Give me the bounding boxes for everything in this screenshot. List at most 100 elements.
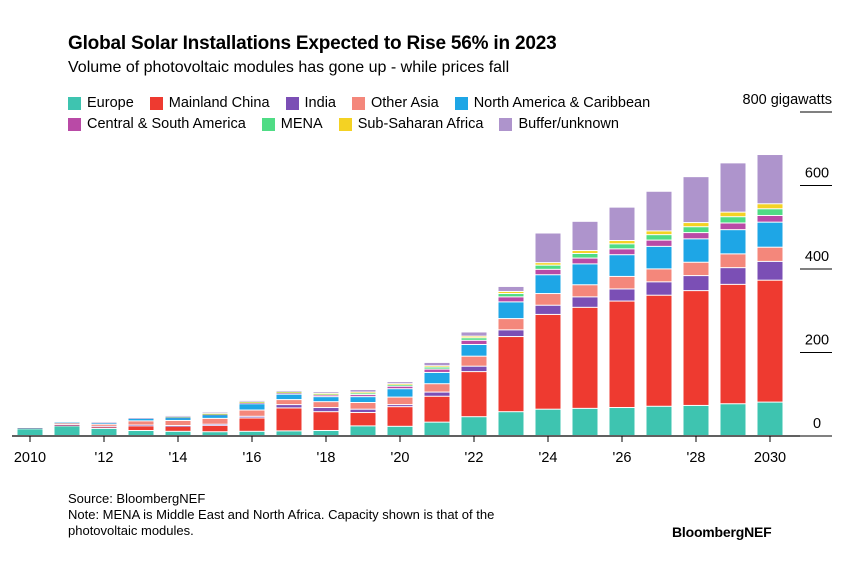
legend-item: MENA xyxy=(261,114,323,135)
bar-segment xyxy=(461,366,487,372)
bar-segment xyxy=(424,422,450,435)
legend-label: Mainland China xyxy=(168,95,270,111)
bar-segment xyxy=(239,404,265,410)
bar-segment xyxy=(720,217,746,223)
bar-segment xyxy=(609,301,635,408)
bar-segment xyxy=(239,402,265,403)
bar-segment xyxy=(498,294,524,297)
bar-segment xyxy=(387,397,413,405)
bar-segment xyxy=(757,209,783,215)
x-tick-label: '28 xyxy=(687,450,706,466)
bar-segment xyxy=(535,233,561,263)
bar-segment xyxy=(91,424,117,426)
bar-segment xyxy=(17,428,43,429)
bar-segment xyxy=(202,414,228,415)
bar-segment xyxy=(461,344,487,356)
legend-item: Central & South America xyxy=(68,114,246,135)
legend-swatch xyxy=(149,97,163,110)
bar-segment xyxy=(572,253,598,258)
bar-segment xyxy=(239,400,265,402)
x-tick-label: '16 xyxy=(243,450,262,466)
bar-segment xyxy=(498,291,524,294)
bar-segment xyxy=(720,268,746,284)
bar-segment xyxy=(54,425,80,427)
bar-segment xyxy=(609,255,635,276)
bar-segment xyxy=(720,254,746,268)
bar-segment xyxy=(683,227,709,233)
y-tick-label: 400 xyxy=(805,249,829,265)
bar-segment xyxy=(202,424,228,426)
chart-subtitle: Volume of photovoltaic modules has gone … xyxy=(68,59,510,76)
bar-segment xyxy=(535,294,561,305)
bar-segment xyxy=(535,409,561,435)
bar-segment xyxy=(276,400,302,405)
bar-segment xyxy=(646,235,672,240)
bar-segment xyxy=(720,163,746,212)
bar-segment xyxy=(350,392,376,394)
bar-segment xyxy=(609,289,635,301)
bar-segment xyxy=(54,425,80,426)
bar-segment xyxy=(720,284,746,404)
y-axis-unit-label: 800 gigawatts xyxy=(743,92,832,108)
bar-segment xyxy=(720,223,746,230)
legend-swatch xyxy=(285,97,299,110)
bar-segment xyxy=(350,397,376,403)
x-tick-label: '20 xyxy=(391,450,410,466)
bar-segment xyxy=(313,402,339,408)
bar-segment xyxy=(91,423,117,424)
bar-segment xyxy=(572,297,598,307)
bar-segment xyxy=(683,405,709,435)
legend-item: Buffer/unknown xyxy=(499,114,619,135)
bar-segment xyxy=(17,429,43,435)
bar-segment xyxy=(461,332,487,336)
bar-segment xyxy=(424,366,450,367)
bar-segment xyxy=(350,393,376,395)
bar-segment xyxy=(276,393,302,394)
bar-segment xyxy=(202,414,228,416)
bar-segment xyxy=(720,404,746,435)
bar-segment xyxy=(313,394,339,395)
bar-segment xyxy=(387,382,413,384)
brand-logo-text: BloombergNEF xyxy=(672,524,772,540)
legend-item: North America & Caribbean xyxy=(454,93,650,114)
bar-segment xyxy=(757,204,783,209)
x-tick-label: '18 xyxy=(317,450,336,466)
bar-segment xyxy=(387,389,413,397)
bar-segment xyxy=(91,426,117,428)
bar-segment xyxy=(276,392,302,393)
bar-segment xyxy=(609,244,635,249)
bar-segment xyxy=(757,280,783,402)
bar-segment xyxy=(498,286,524,291)
bar-segment xyxy=(276,408,302,431)
bar-segment xyxy=(165,420,191,425)
legend-swatch xyxy=(338,118,352,131)
bar-segment xyxy=(165,431,191,435)
legend-swatch xyxy=(351,97,365,110)
chart-legend: Europe Mainland China India Other Asia North… xyxy=(68,93,768,135)
bar-segment xyxy=(276,392,302,394)
bar-segment xyxy=(165,418,191,420)
legend-item: Mainland China xyxy=(149,93,270,114)
note-text-line-1: Note: MENA is Middle East and North Afri… xyxy=(68,507,495,522)
bar-segment xyxy=(572,285,598,297)
bar-segment xyxy=(609,207,635,241)
bar-segment xyxy=(387,385,413,386)
bar-segment xyxy=(387,405,413,407)
bar-segment xyxy=(128,425,154,427)
y-tick-label: 600 xyxy=(805,166,829,182)
bar-segment xyxy=(535,269,561,275)
bar-segment xyxy=(424,369,450,372)
bar-segment xyxy=(128,430,154,435)
bar-segment xyxy=(350,426,376,435)
bar-segment xyxy=(535,305,561,314)
bar-segment xyxy=(683,223,709,227)
legend-label: Europe xyxy=(87,95,134,111)
bar-segment xyxy=(202,412,228,414)
bar-segment xyxy=(128,426,154,430)
bar-segment xyxy=(350,409,376,413)
bar-segment xyxy=(276,394,302,400)
bar-segment xyxy=(424,392,450,396)
bar-segment xyxy=(239,410,265,416)
bar-segment xyxy=(313,395,339,397)
bar-segment xyxy=(461,336,487,338)
